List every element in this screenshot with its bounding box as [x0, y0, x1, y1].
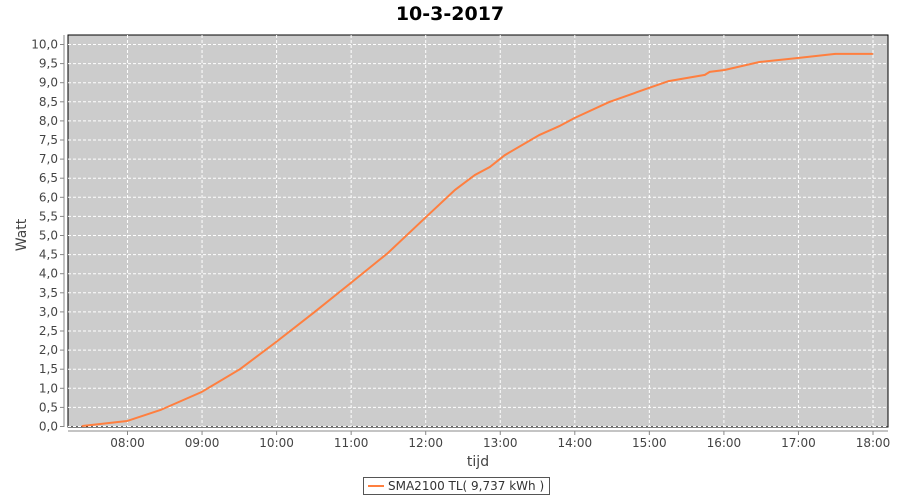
x-tick-label: 09:00: [185, 436, 220, 450]
y-tick-label: 10,0: [31, 38, 58, 52]
plot-area: [67, 34, 889, 428]
x-tick-label: 16:00: [707, 436, 742, 450]
y-tick-label: 1,5: [39, 362, 58, 376]
data-point: [387, 252, 389, 254]
data-point: [454, 189, 456, 191]
x-tick-label: 08:00: [110, 436, 145, 450]
x-tick-label: 14:00: [558, 436, 593, 450]
y-tick-label: 8,5: [39, 95, 58, 109]
data-point: [424, 217, 427, 219]
y-tick-label: 6,5: [39, 171, 58, 185]
x-tick-label: 18:00: [856, 436, 891, 450]
x-axis-label: tijd: [467, 454, 489, 470]
data-point: [608, 101, 610, 103]
x-tick-label: 10:00: [259, 436, 294, 450]
y-tick-label: 1,0: [39, 381, 58, 395]
x-tick-label: 15:00: [632, 436, 667, 450]
x-tick-label: 12:00: [408, 436, 443, 450]
y-tick-label: 5,0: [39, 229, 58, 243]
data-point: [667, 80, 670, 82]
data-point: [538, 134, 541, 136]
y-tick-label: 9,0: [39, 76, 58, 90]
legend: SMA2100 TL( 9,737 kWh ): [363, 477, 551, 495]
data-point: [489, 166, 491, 168]
data-point: [200, 391, 203, 393]
y-tick-label: 3,5: [39, 286, 58, 300]
y-tick-label: 4,5: [39, 248, 58, 262]
data-point: [648, 87, 650, 89]
y-tick-label: 6,0: [39, 190, 58, 204]
y-axis-label: Watt: [14, 218, 30, 251]
y-tick-label: 0,5: [39, 400, 58, 414]
data-point: [703, 74, 706, 76]
data-point: [312, 312, 315, 314]
data-point: [708, 71, 711, 73]
data-point: [795, 57, 798, 59]
y-tick-label: 2,5: [39, 324, 58, 338]
x-tick-label: 11:00: [334, 436, 369, 450]
data-point: [558, 125, 561, 127]
data-point: [81, 425, 84, 427]
y-tick-label: 9,5: [39, 57, 58, 71]
data-point: [871, 53, 874, 55]
y-tick-label: 3,0: [39, 305, 58, 319]
data-point: [474, 174, 476, 176]
legend-label: SMA2100 TL( 9,737 kWh ): [388, 479, 545, 493]
data-point: [723, 69, 726, 71]
data-point: [834, 53, 837, 55]
data-point: [159, 409, 162, 411]
data-point: [349, 282, 352, 284]
y-tick-label: 7,0: [39, 152, 58, 166]
y-tick-label: 2,0: [39, 343, 58, 357]
y-tick-label: 5,5: [39, 209, 58, 223]
y-tick-label: 7,5: [39, 133, 58, 147]
y-tick-label: 0,0: [39, 420, 58, 434]
data-point: [573, 117, 576, 119]
x-tick-label: 17:00: [781, 436, 816, 450]
data-point: [275, 341, 277, 343]
legend-swatch: [368, 485, 384, 487]
data-point: [758, 61, 761, 63]
data-point: [126, 420, 128, 422]
y-tick-label: 8,0: [39, 114, 58, 128]
x-tick-label: 13:00: [483, 436, 518, 450]
data-point: [503, 154, 506, 156]
chart-title: 10-3-2017: [395, 3, 505, 25]
y-tick-label: 4,0: [39, 267, 58, 281]
data-point: [239, 368, 241, 370]
